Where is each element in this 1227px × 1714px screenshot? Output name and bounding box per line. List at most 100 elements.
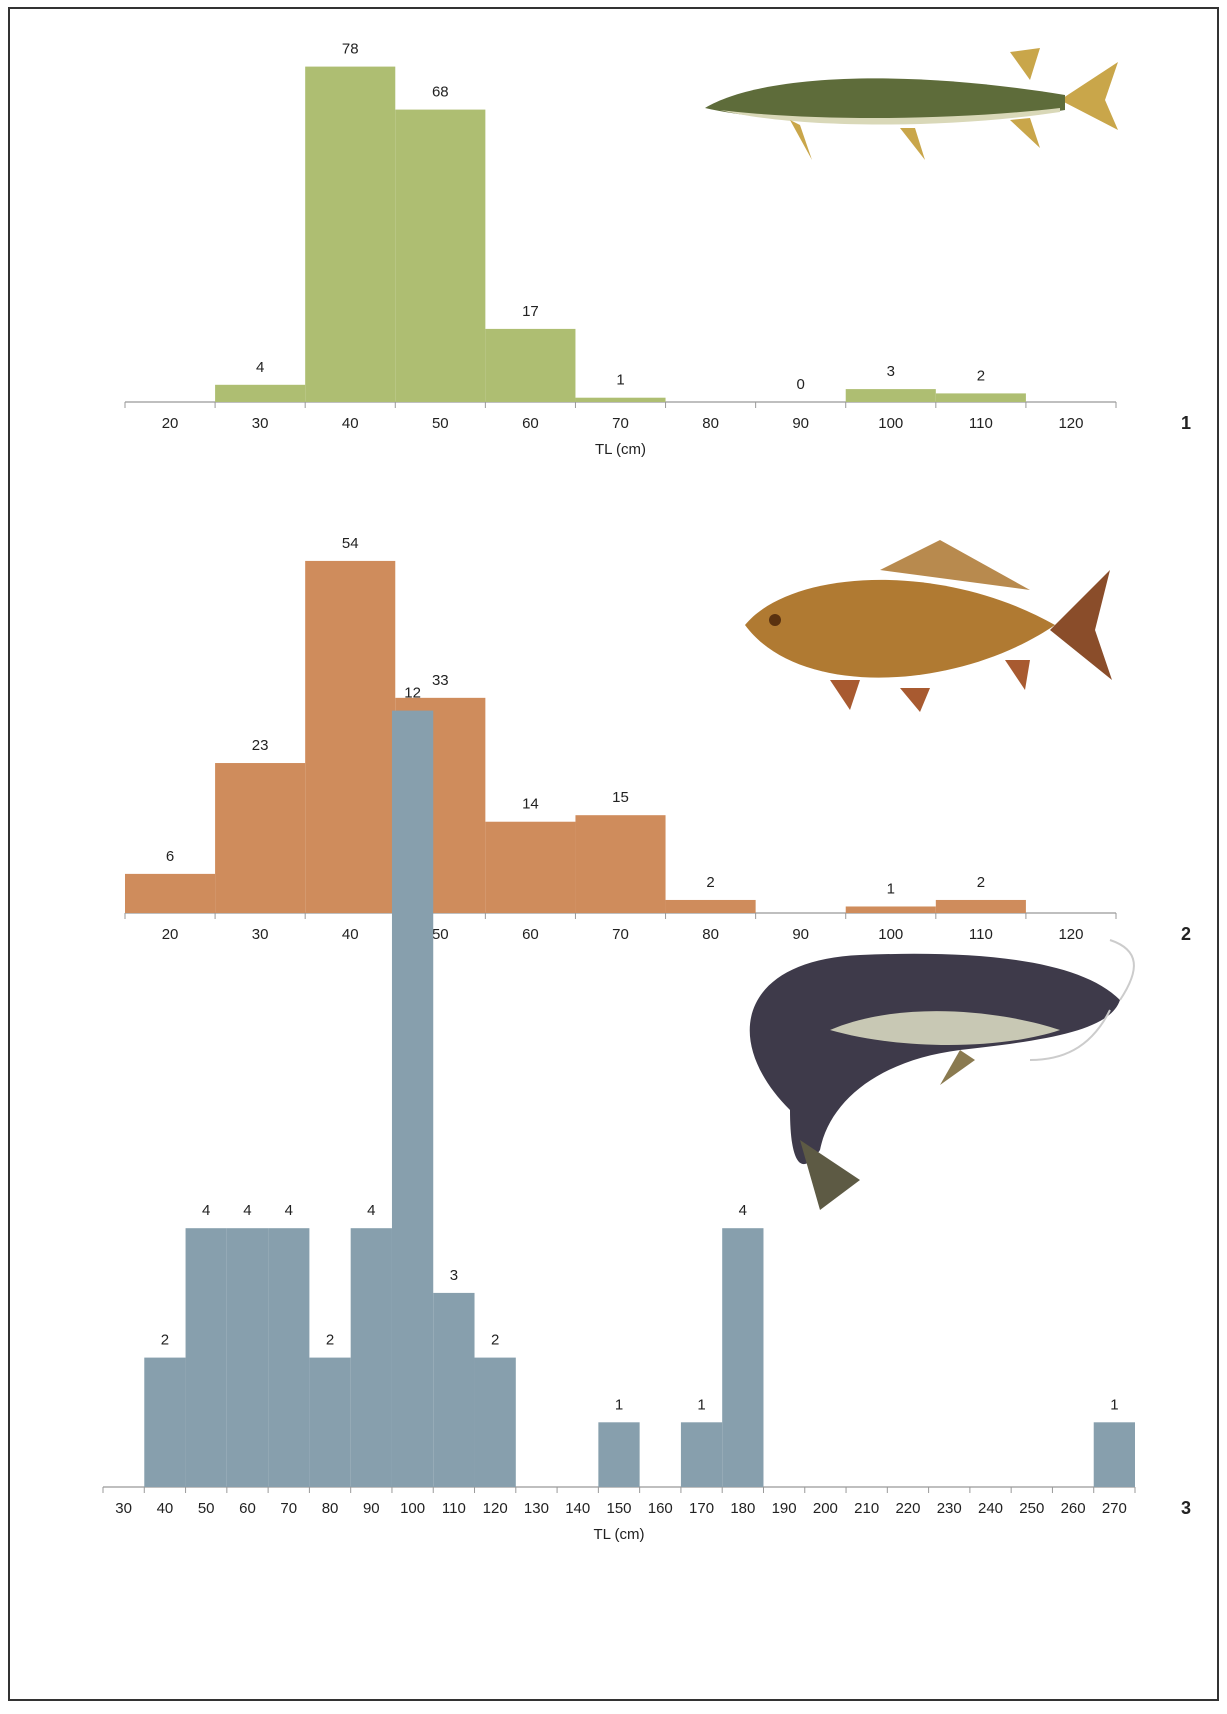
catfish-illustration <box>749 939 1135 1210</box>
bar <box>305 560 396 913</box>
bar <box>144 1357 186 1487</box>
x-tick-label: 100 <box>400 1500 425 1517</box>
x-tick-label: 30 <box>115 1500 132 1517</box>
bar <box>722 1228 764 1487</box>
x-tick-label: 40 <box>342 415 359 432</box>
bar <box>215 384 306 402</box>
value-label: 12 <box>404 685 421 702</box>
x-tick-label: 110 <box>969 926 993 943</box>
bar <box>575 815 666 913</box>
bar <box>598 1422 640 1487</box>
value-label: 4 <box>367 1202 375 1219</box>
x-tick-label: 240 <box>978 1500 1003 1517</box>
x-tick-label: 120 <box>1058 926 1083 943</box>
x-tick-label: 160 <box>648 1500 673 1517</box>
x-tick-label: 30 <box>252 415 269 432</box>
x-tick-label: 90 <box>792 415 809 432</box>
value-label: 15 <box>612 789 629 806</box>
x-axis-title: TL (cm) <box>595 441 646 458</box>
carp-illustration <box>745 540 1112 712</box>
value-label: 1 <box>887 880 895 897</box>
x-tick-label: 80 <box>702 415 719 432</box>
x-tick-label: 170 <box>689 1500 714 1517</box>
x-tick-label: 50 <box>198 1500 215 1517</box>
value-label: 68 <box>432 84 449 101</box>
x-tick-label: 90 <box>792 926 809 943</box>
x-tick-label: 20 <box>162 926 179 943</box>
bar <box>680 1422 723 1487</box>
x-tick-label: 270 <box>1102 1500 1127 1517</box>
value-label: 3 <box>450 1267 458 1284</box>
value-label: 1 <box>615 1396 623 1413</box>
bar <box>226 1228 269 1487</box>
x-tick-label: 120 <box>1058 415 1083 432</box>
value-label: 2 <box>977 874 985 891</box>
bar <box>268 1228 310 1487</box>
value-label: 78 <box>342 41 359 58</box>
x-tick-label: 80 <box>322 1500 339 1517</box>
value-label: 2 <box>326 1332 334 1349</box>
x-axis-title: TL (cm) <box>593 1526 644 1543</box>
panel-number: 2 <box>1181 924 1191 944</box>
value-label: 4 <box>739 1202 747 1219</box>
x-tick-label: 190 <box>772 1500 797 1517</box>
value-label: 1 <box>1110 1396 1118 1413</box>
x-tick-label: 140 <box>565 1500 590 1517</box>
value-label: 2 <box>161 1332 169 1349</box>
value-label: 4 <box>256 359 264 376</box>
x-tick-label: 180 <box>730 1500 755 1517</box>
x-tick-label: 60 <box>522 415 539 432</box>
bar <box>845 389 936 402</box>
value-label: 4 <box>243 1202 251 1219</box>
x-tick-label: 110 <box>442 1500 466 1517</box>
value-label: 1 <box>616 372 624 389</box>
value-label: 0 <box>797 376 805 393</box>
x-tick-label: 40 <box>342 926 359 943</box>
bar <box>215 763 306 913</box>
x-tick-label: 50 <box>432 926 449 943</box>
x-tick-label: 50 <box>432 415 449 432</box>
bar <box>350 1228 392 1487</box>
panel-number: 3 <box>1181 1498 1191 1518</box>
x-tick-label: 250 <box>1019 1500 1044 1517</box>
value-label: 2 <box>706 874 714 891</box>
value-label: 23 <box>252 737 269 754</box>
x-tick-label: 20 <box>162 415 179 432</box>
value-label: 33 <box>432 672 449 689</box>
x-tick-label: 120 <box>483 1500 508 1517</box>
bar <box>185 1228 227 1487</box>
bar <box>845 906 936 913</box>
x-tick-label: 150 <box>606 1500 631 1517</box>
bar <box>1093 1422 1135 1487</box>
x-tick-label: 70 <box>612 926 629 943</box>
value-label: 1 <box>697 1396 705 1413</box>
panel-number: 1 <box>1181 413 1191 433</box>
x-tick-label: 40 <box>157 1500 174 1517</box>
x-tick-label: 260 <box>1061 1500 1086 1517</box>
value-label: 2 <box>977 367 985 384</box>
value-label: 14 <box>522 796 539 813</box>
value-label: 2 <box>491 1332 499 1349</box>
value-label: 54 <box>342 535 359 552</box>
x-tick-label: 230 <box>937 1500 962 1517</box>
bar <box>309 1357 351 1487</box>
value-label: 3 <box>887 363 895 380</box>
x-tick-label: 60 <box>522 926 539 943</box>
bar <box>485 821 576 913</box>
x-tick-label: 110 <box>969 415 993 432</box>
x-tick-label: 210 <box>854 1500 879 1517</box>
x-tick-label: 60 <box>239 1500 256 1517</box>
value-label: 17 <box>522 303 539 320</box>
bar <box>665 899 756 913</box>
frame <box>8 7 1219 1701</box>
bar <box>485 328 576 402</box>
pike-illustration <box>705 48 1118 160</box>
bar <box>391 710 434 1487</box>
x-tick-label: 100 <box>878 926 903 943</box>
value-label: 6 <box>166 848 174 865</box>
x-tick-label: 220 <box>895 1500 920 1517</box>
x-tick-label: 100 <box>878 415 903 432</box>
x-tick-label: 90 <box>363 1500 380 1517</box>
